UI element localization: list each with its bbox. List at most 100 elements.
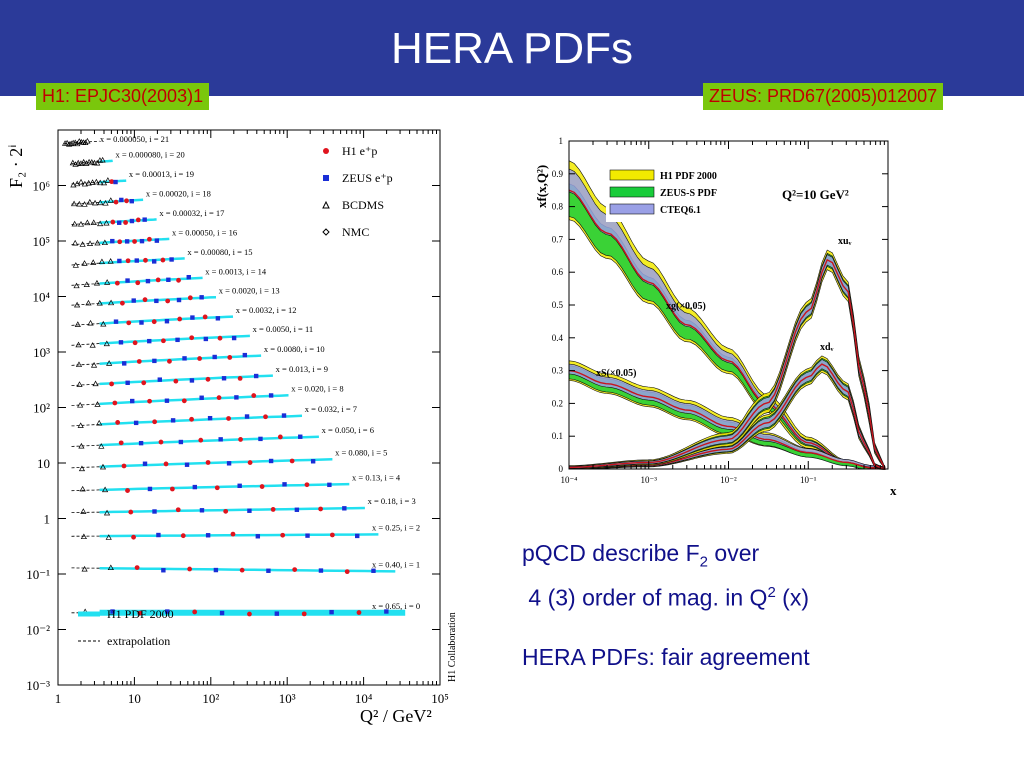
zeus-point [142,461,148,466]
f2-x-tick-label: 10 [128,691,141,706]
zeus-point [131,298,136,303]
nmc-legend-marker [322,228,330,236]
zeus-point [258,436,263,442]
h1-point [160,257,166,263]
extrapolation-curve [71,343,100,346]
h1-point [109,381,115,387]
bcdms-point [107,258,114,264]
h1-legend-marker [323,148,329,154]
h1-point [205,460,211,465]
h1-point [125,258,131,264]
f2-legend-label: ZEUS e⁺p [342,171,393,185]
bcdms-point [99,156,106,163]
extrapolation-curve [71,424,100,427]
bcdms-point [68,140,75,147]
bcdms-point [92,380,99,387]
h1-point [187,566,193,572]
bcdms-point [75,159,82,166]
bcdms-point [97,179,104,186]
note-1-text: pQCD describe F [522,540,700,566]
pdf-y-axis-label: xf(x,Q²) [534,165,549,208]
pdf-scale-annotation: Q²=10 GeV² [782,187,849,202]
h1-point [151,319,157,325]
zeus-point [213,567,219,573]
f2-bin-label: x = 0.0050, i = 11 [253,324,314,334]
h1-point [109,179,115,185]
zeus-point [124,239,130,244]
h1-point [132,239,137,244]
h1-point [259,484,265,489]
h1-point [114,280,120,286]
h1-point [238,437,243,442]
h1-point [134,565,140,570]
bcdms-point [76,200,83,207]
bcdms-point [81,565,88,572]
f2-bin-label: x = 0.000080, i = 20 [115,149,184,159]
h1-point [239,567,245,573]
zeus-point [192,484,198,490]
bcdms-point [70,200,78,207]
f2-bin-label: x = 0.020, i = 8 [291,384,343,394]
zeus-point [234,395,239,400]
zeus-point [282,482,287,487]
zeus-point [125,278,130,283]
f2-bin-label: x = 0.00080, i = 15 [187,247,252,257]
f2-legend-label: BCDMS [342,198,384,212]
bcdms-point [97,220,104,227]
zeus-point [203,336,209,342]
h1-point [192,609,198,615]
f2-x-tick-label: 10⁴ [355,691,373,706]
zeus-point [218,437,223,442]
f2-bin-label: x = 0.13, i = 4 [352,472,401,482]
note-2-tail: (x) [775,584,809,611]
bcdms-point [103,340,110,347]
slide-title: HERA PDFs [390,24,634,73]
bcdms-point [80,533,87,540]
bcdms-point [77,422,84,428]
bcdms-point [75,341,82,348]
zeus-point [145,278,151,284]
h1-point [167,358,172,364]
h1-fit-curve [99,435,319,447]
bcdms-point [93,279,101,286]
h1-point [135,280,141,286]
bcdms-point [94,159,101,166]
h1-point [251,393,257,398]
h1-point [163,461,169,467]
bcdms-point [81,260,88,266]
pdf-legend-label: H1 PDF 2000 [660,171,717,182]
h1-fit-curve [99,482,350,492]
bcdms-point [73,282,80,289]
h1-point [125,488,130,493]
bcdms-point [81,201,88,207]
bcdms-point [98,443,105,449]
zeus-point [199,295,204,300]
h1-point [117,239,123,245]
zeus-point [113,319,119,324]
f2-bin-label: x = 0.0013, i = 14 [205,266,267,276]
f2-y-tick-label: 1 [44,512,51,527]
bcdms-point [82,139,89,146]
h1-point [131,534,136,540]
h1-point [247,611,252,617]
note-1-tail: over [708,540,760,566]
bcdms-point [66,141,73,147]
h1-point [113,199,119,205]
zeus-point [157,377,162,382]
xS-central-line [568,369,886,470]
zeus-point [207,415,213,421]
zeus-point [110,238,115,244]
bcdms-point [80,508,87,514]
zeus-point [294,507,300,512]
bcdms-point [76,381,83,387]
f2-bin-label: x = 0.0020, i = 13 [219,286,280,296]
pdf-chart: 10⁻⁴ 10⁻³ 10⁻² 10⁻¹ 0 0.1 0.2 0.3 0.4 0.5 0.6 0.7 0.… [534,136,897,498]
zeus-point [161,568,166,573]
h1-point [214,485,220,491]
bcdms-point [72,262,79,268]
h1-fit-curve [99,506,365,514]
bcdms-point [79,485,86,492]
note-line-2: 4 (3) order of mag. in Q2 (x) [522,578,1022,613]
f2-y-tick-label: 10⁻³ [26,678,50,693]
zeus-point [199,395,204,400]
